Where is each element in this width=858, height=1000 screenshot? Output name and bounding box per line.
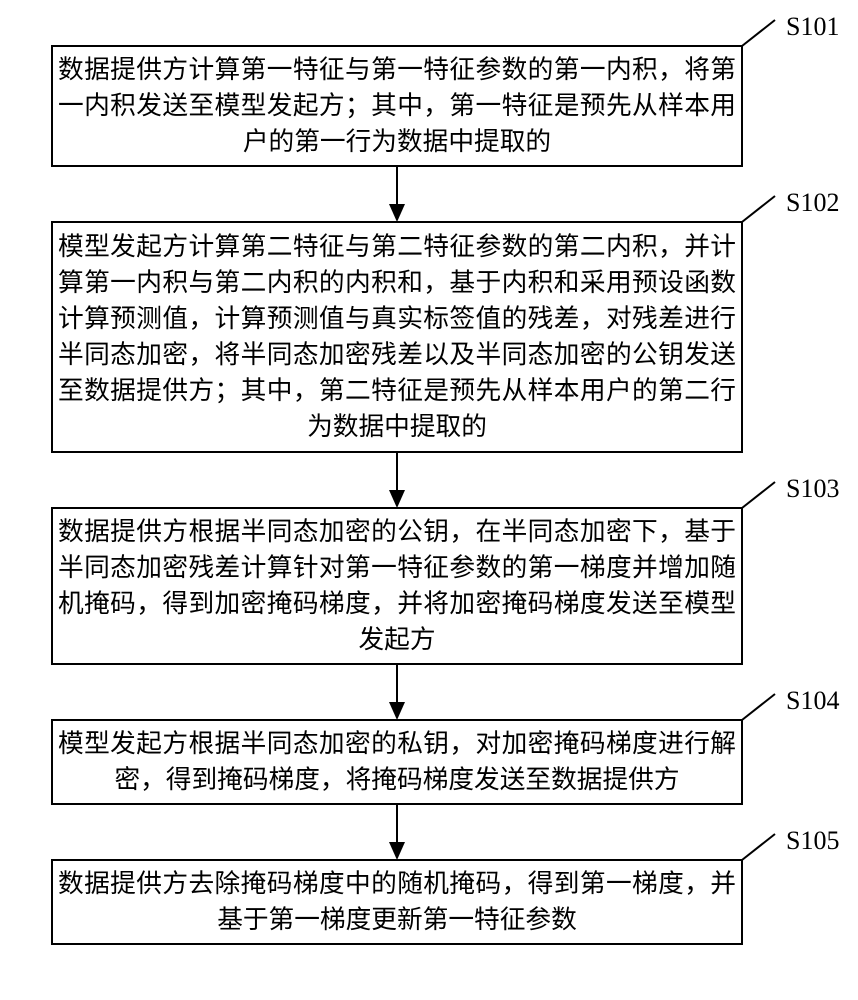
step-label: S103 xyxy=(786,474,839,503)
step-label: S104 xyxy=(786,686,839,715)
step-leader-line xyxy=(742,694,775,720)
flow-step-text-container: 数据提供方计算第一特征与第一特征参数的第一内积，将第一内积发送至模型发起方；其中… xyxy=(58,50,736,162)
arrow-head xyxy=(389,490,405,508)
step-leader-line xyxy=(742,482,775,508)
flow-step-text: 模型发起方计算第二特征与第二特征参数的第二内积，并计算第一内积与第二内积的内积和… xyxy=(58,226,736,448)
flow-step-text: 数据提供方计算第一特征与第一特征参数的第一内积，将第一内积发送至模型发起方；其中… xyxy=(58,50,736,162)
arrow-head xyxy=(389,842,405,860)
flow-step-text-container: 数据提供方根据半同态加密的公钥，在半同态加密下，基于半同态加密残差计算针对第一特… xyxy=(58,512,736,660)
flow-step-text-container: 模型发起方根据半同态加密的私钥，对加密掩码梯度进行解密，得到掩码梯度，将掩码梯度… xyxy=(58,724,736,800)
step-label: S102 xyxy=(786,188,839,217)
flow-step-text-container: 数据提供方去除掩码梯度中的随机掩码，得到第一梯度，并基于第一梯度更新第一特征参数 xyxy=(58,864,736,940)
flow-step-text: 模型发起方根据半同态加密的私钥，对加密掩码梯度进行解密，得到掩码梯度，将掩码梯度… xyxy=(58,724,736,800)
arrow-head xyxy=(389,204,405,222)
step-label: S101 xyxy=(786,12,839,41)
step-leader-line xyxy=(742,834,775,860)
flow-step-text: 数据提供方根据半同态加密的公钥，在半同态加密下，基于半同态加密残差计算针对第一特… xyxy=(58,512,736,660)
step-leader-line xyxy=(742,20,775,46)
arrow-head xyxy=(389,702,405,720)
flow-step-text: 数据提供方去除掩码梯度中的随机掩码，得到第一梯度，并基于第一梯度更新第一特征参数 xyxy=(58,864,736,940)
flow-step-text-container: 模型发起方计算第二特征与第二特征参数的第二内积，并计算第一内积与第二内积的内积和… xyxy=(58,226,736,448)
step-leader-line xyxy=(742,196,775,222)
step-label: S105 xyxy=(786,826,839,855)
